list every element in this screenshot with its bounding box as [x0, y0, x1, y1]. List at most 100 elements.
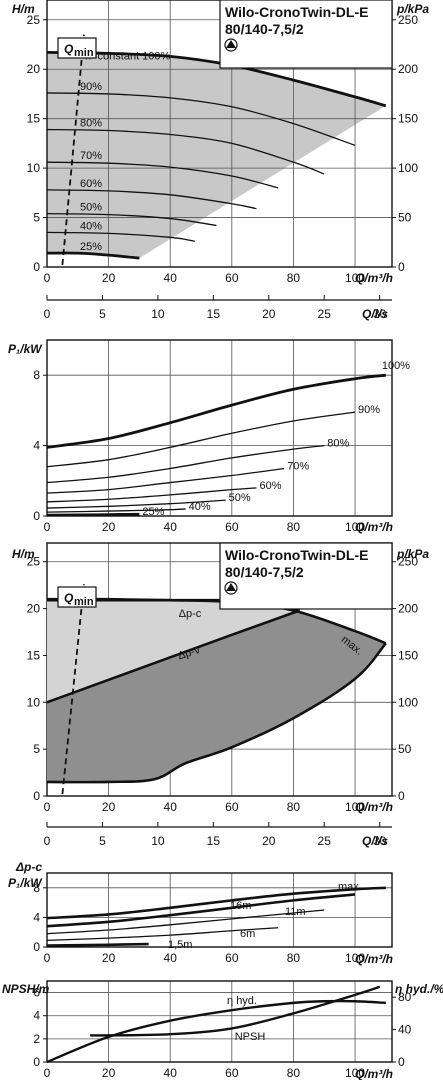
- x-tick-label: 20: [102, 520, 116, 534]
- y-right-tick-label: 50: [398, 211, 412, 225]
- qmin-subscript: min: [74, 47, 94, 59]
- y-tick-label: 0: [33, 940, 40, 954]
- x-tick-label: 40: [164, 520, 178, 534]
- curve-label: 40%: [80, 220, 102, 232]
- x-tick-label: 60: [225, 1066, 239, 1080]
- power-curve: [46, 512, 140, 517]
- operating-area: [47, 52, 386, 259]
- y-tick-label: 15: [27, 112, 41, 126]
- secondary-tick-label: 15: [207, 307, 221, 321]
- secondary-tick-label: 30: [373, 834, 387, 848]
- qmin-box: [57, 37, 97, 59]
- y-tick-label: 10: [27, 161, 41, 175]
- min-curve: [46, 642, 387, 784]
- curve-label: 100%: [382, 360, 410, 372]
- secondary-tick-label: 20: [262, 307, 276, 321]
- qmin-box: [57, 586, 97, 608]
- x-tick-label: 80: [287, 800, 301, 814]
- y-right-tick-label: 0: [398, 260, 405, 274]
- dp-c-area: [47, 600, 300, 703]
- curve-25-: [46, 251, 140, 260]
- curve-90-: [46, 92, 356, 146]
- y-tick-label: 5: [33, 211, 40, 225]
- plot-frame: [46, 0, 393, 268]
- npsh-curve: [90, 985, 381, 1037]
- y-right-tick-label: 200: [398, 62, 418, 76]
- x-tick-label: 60: [225, 520, 239, 534]
- x-tick-label: 0: [44, 951, 51, 965]
- power-curve: [46, 886, 386, 920]
- y-tick-label: 5: [33, 742, 40, 756]
- x-tick-label: 100: [345, 520, 365, 534]
- secondary-tick-label: 25: [318, 834, 332, 848]
- power-curve: [46, 927, 279, 941]
- y-tick-label: 4: [33, 1009, 40, 1023]
- panel-2: 0 20 40 60 80 100 0 4 8 100% 90% 80% 70% 60% 50% 40% 25%…: [8, 339, 410, 534]
- curve-label: 80%: [327, 438, 349, 450]
- y-axis-label: H/m: [12, 2, 35, 16]
- x-tick-label: 0: [44, 271, 51, 285]
- curve-label: 70%: [287, 460, 309, 472]
- curve-label: 60%: [259, 480, 281, 492]
- curve-label: max.: [338, 881, 362, 893]
- x-tick-label: 100: [345, 271, 365, 285]
- plot-frame: [46, 339, 393, 517]
- x-tick-label: 40: [164, 1066, 178, 1080]
- y-axis-right-label: p/kPa: [396, 547, 429, 561]
- secondary-axis-label: Q/l/s: [362, 307, 388, 321]
- y-tick-label: 25: [27, 13, 41, 27]
- y-right-tick-label: 100: [398, 695, 418, 709]
- chart-subtitle: 80/140-7,5/2: [225, 21, 304, 37]
- curve-label: n=constant 100%: [85, 50, 171, 62]
- qmin-line: [61, 34, 85, 266]
- power-curve: [46, 909, 325, 935]
- secondary-tick-label: 15: [207, 834, 221, 848]
- y-axis-top-label: Δp-c: [15, 860, 42, 874]
- wilo-logo-mark: [226, 40, 236, 48]
- x-tick-label: 20: [102, 1066, 116, 1080]
- x-tick-label: 40: [164, 951, 178, 965]
- power-curve: [46, 411, 356, 468]
- secondary-tick-label: 20: [262, 834, 276, 848]
- x-tick-label: 60: [225, 271, 239, 285]
- y-axis-right-label: η hyd./%: [395, 982, 443, 996]
- curve-label: 25%: [142, 506, 164, 518]
- curve-60-: [46, 189, 257, 210]
- x-tick-label: 80: [287, 1066, 301, 1080]
- y-tick-label: 8: [33, 368, 40, 382]
- x-tick-label: 40: [164, 800, 178, 814]
- x-axis-label: Q/m³/h: [355, 800, 393, 814]
- curve-label: Δp-c: [179, 608, 202, 620]
- dp-v-curve: [46, 609, 301, 704]
- curve-label: 50%: [80, 202, 102, 214]
- wilo-logo-mark: [226, 583, 236, 591]
- y-tick-label: 6: [33, 986, 40, 1000]
- y-axis-label: P₁/kW: [8, 876, 43, 890]
- y-tick-label: 20: [27, 62, 41, 76]
- x-tick-label: 60: [225, 800, 239, 814]
- y-axis-label: P₁/kW: [8, 342, 43, 356]
- dp-v-area: [47, 610, 386, 782]
- x-tick-label: 100: [345, 951, 365, 965]
- y-tick-label: 4: [33, 439, 40, 453]
- power-curve: [46, 942, 149, 947]
- power-curve: [46, 487, 257, 503]
- x-axis-label: Q/m³/h: [355, 271, 393, 285]
- power-curve: [46, 444, 325, 484]
- y-right-tick-label: 0: [398, 1055, 405, 1069]
- y-tick-label: 0: [33, 1055, 40, 1069]
- y-right-tick-label: 50: [398, 742, 412, 756]
- y-tick-label: 8: [33, 881, 40, 895]
- x-axis-label: Q/m³/h: [355, 1067, 393, 1080]
- curve-label: 90%: [80, 81, 102, 93]
- title-box: [219, 542, 393, 610]
- plot-frame: [46, 872, 393, 948]
- x-tick-label: 60: [225, 951, 239, 965]
- plot-frame: [46, 980, 393, 1063]
- curve-label: NPSH: [235, 1031, 266, 1043]
- chart-subtitle: 80/140-7,5/2: [225, 564, 304, 580]
- y-right-tick-label: 150: [398, 112, 418, 126]
- x-tick-label: 80: [287, 271, 301, 285]
